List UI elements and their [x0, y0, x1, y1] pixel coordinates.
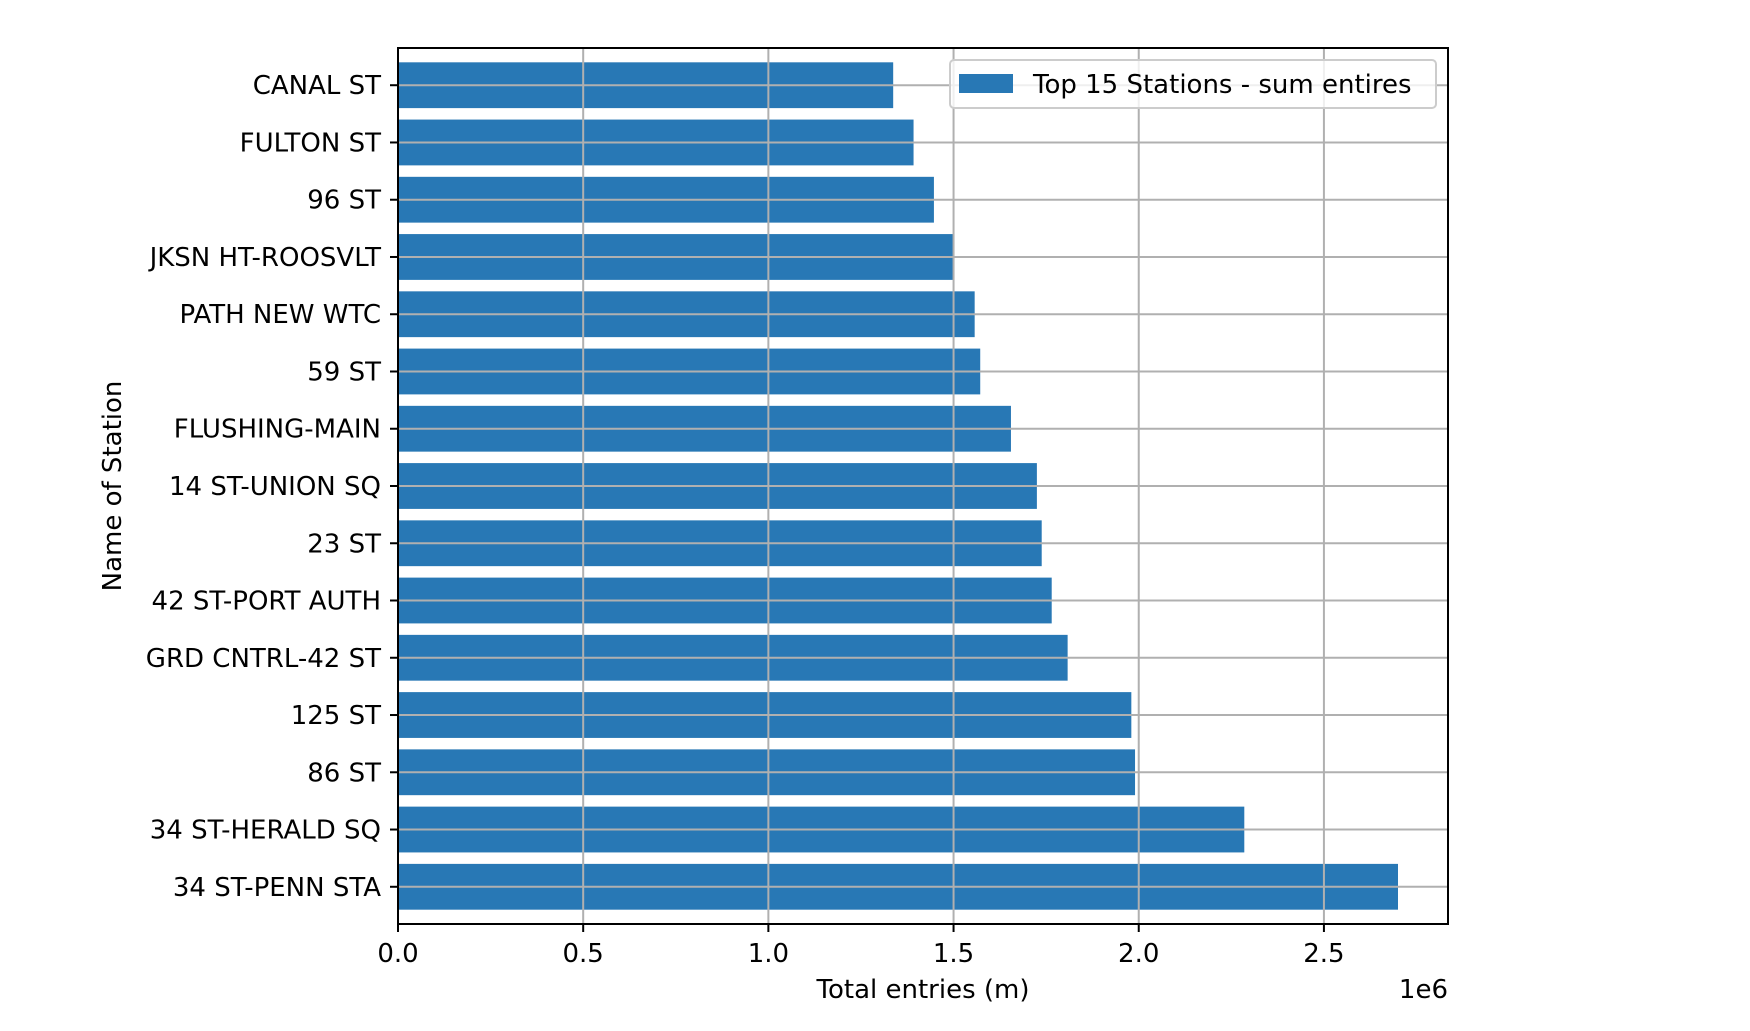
- x-axis-ticks: 0.0 0.5 1.0 1.5 2.0 2.5: [377, 924, 1345, 969]
- x-tick-label: 0.0: [377, 939, 418, 969]
- x-axis-label: Total entries (m): [816, 975, 1030, 1005]
- grid-lines-front: [397, 48, 1448, 924]
- y-tick-label: 86 ST: [307, 758, 381, 788]
- y-tick-label: CANAL ST: [253, 71, 381, 101]
- x-tick-label: 1.0: [748, 939, 789, 969]
- y-tick-label: 34 ST-PENN STA: [173, 873, 381, 903]
- x-tick-label: 2.5: [1303, 939, 1344, 969]
- y-tick-label: 34 ST-HERALD SQ: [150, 816, 381, 846]
- y-tick-label: PATH NEW WTC: [179, 300, 381, 330]
- y-tick-label: FLUSHING-MAIN: [174, 415, 381, 445]
- y-tick-label: 59 ST: [307, 357, 381, 387]
- legend: Top 15 Stations - sum entires: [949, 59, 1437, 109]
- y-axis-ticks: 34 ST-PENN STA 34 ST-HERALD SQ 86 ST 125 ST…: [146, 71, 398, 903]
- y-tick-label: 14 ST-UNION SQ: [169, 472, 381, 502]
- x-axis-scale-label: 1e6: [1399, 975, 1448, 1005]
- y-tick-label: 125 ST: [291, 701, 381, 731]
- y-axis-label: Name of Station: [98, 381, 128, 592]
- y-tick-label: 42 ST-PORT AUTH: [152, 587, 381, 617]
- legend-swatch: [959, 74, 1013, 93]
- x-tick-label: 2.0: [1118, 939, 1159, 969]
- y-tick-label: JKSN HT-ROOSVLT: [148, 243, 382, 273]
- x-tick-label: 0.5: [563, 939, 604, 969]
- x-tick-label: 1.5: [933, 939, 974, 969]
- legend-box: [949, 59, 1437, 109]
- y-tick-label: 23 ST: [307, 529, 381, 559]
- y-tick-label: GRD CNTRL-42 ST: [146, 644, 381, 674]
- y-tick-label: 96 ST: [307, 186, 381, 216]
- legend-label: Top 15 Stations - sum entires: [1032, 70, 1412, 100]
- y-tick-label: FULTON ST: [240, 128, 381, 158]
